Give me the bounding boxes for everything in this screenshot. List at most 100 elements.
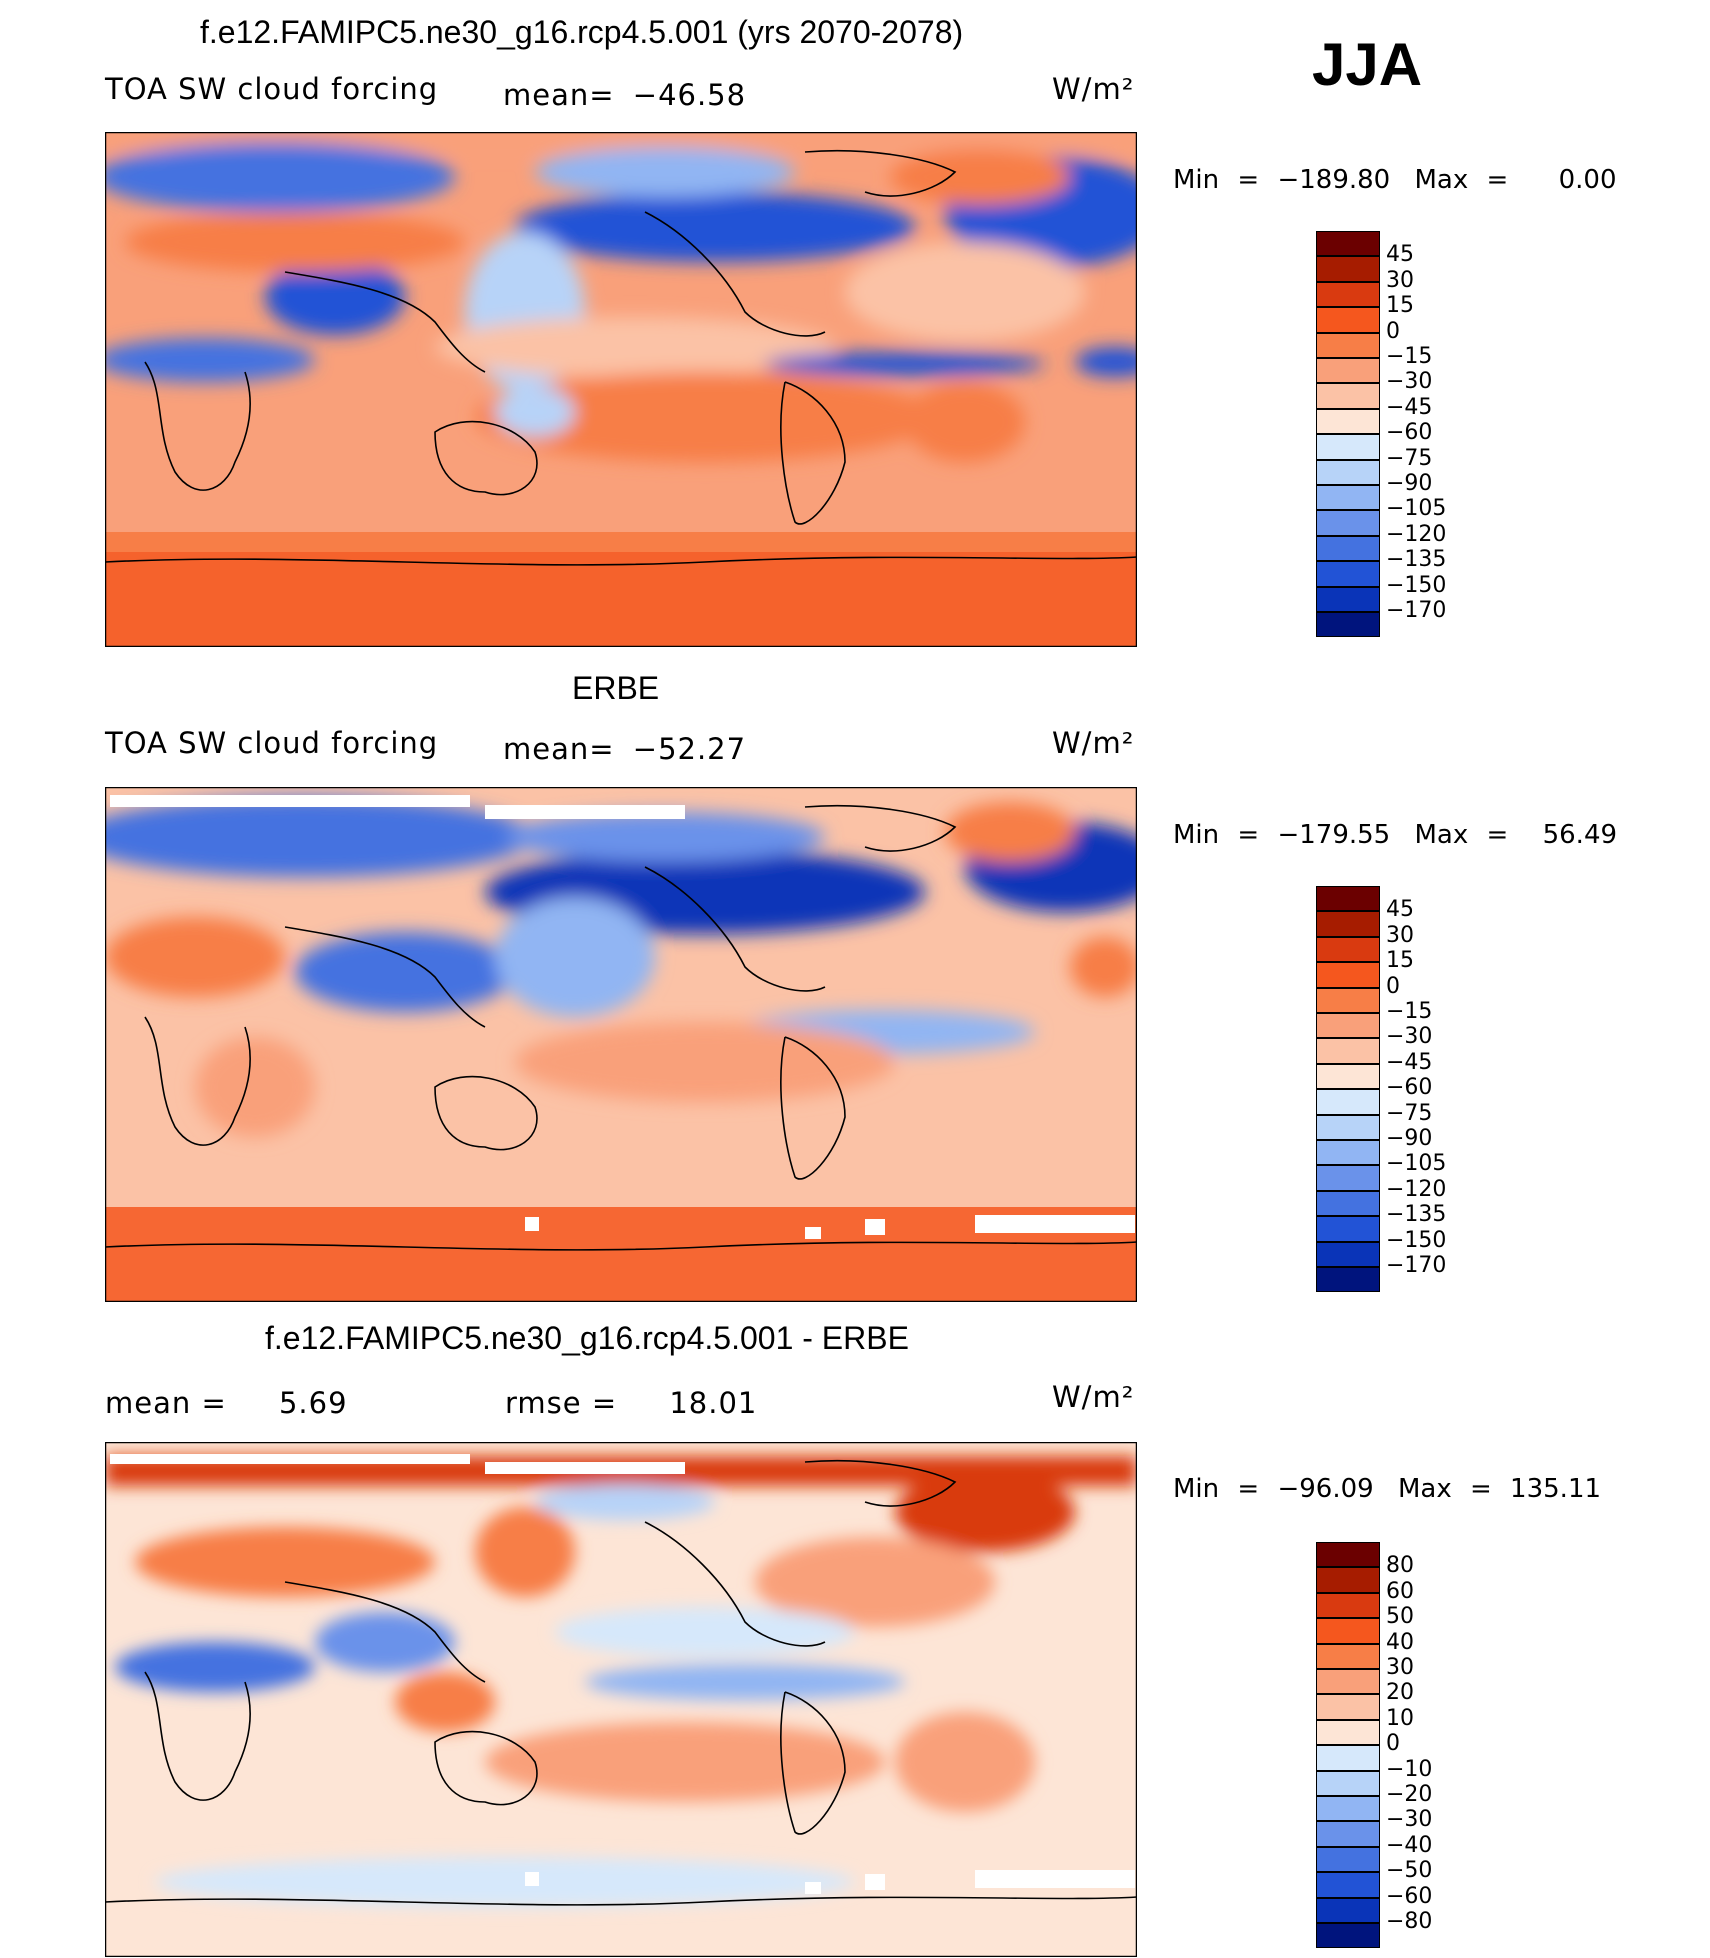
panel3-max-value: 135.11	[1510, 1474, 1602, 1504]
colorbar-swatch	[1316, 231, 1380, 257]
colorbar-tick-label: −150	[1386, 572, 1447, 598]
colorbar-swatch	[1316, 1694, 1380, 1720]
panel3-min-value: −96.09	[1277, 1474, 1374, 1504]
colorbar-swatch	[1316, 1216, 1380, 1242]
colorbar-swatch	[1316, 886, 1380, 912]
colorbar-tick-label: −40	[1386, 1832, 1433, 1858]
panel3-mean-value: 5.69	[278, 1386, 348, 1420]
colorbar-tick-label: −90	[1386, 471, 1433, 496]
colorbar-tick-label: −120	[1386, 1176, 1447, 1202]
colorbar-tick-label: 50	[1386, 1604, 1414, 1630]
colorbar-swatch	[1316, 332, 1380, 358]
colorbar-swatch	[1316, 510, 1380, 536]
colorbar-tick-label: −30	[1386, 1024, 1433, 1050]
colorbar-swatch	[1316, 256, 1380, 282]
panel1-max-value: 0.00	[1558, 165, 1617, 195]
colorbar-tick-label: 30	[1386, 1655, 1414, 1680]
colorbar-tick-label: 40	[1386, 1629, 1414, 1655]
colorbar-tick-label: −60	[1386, 420, 1433, 446]
colorbar-swatch	[1316, 911, 1380, 937]
colorbar-tick-label: 15	[1386, 948, 1414, 974]
panel3-min-label: Min	[1173, 1474, 1220, 1504]
colorbar-swatch	[1316, 1872, 1380, 1898]
panel3-rmse-value: 18.01	[669, 1386, 758, 1420]
panel3-units: W/m²	[1052, 1380, 1135, 1414]
colorbar-swatch	[1316, 1923, 1380, 1949]
panel2-max-value: 56.49	[1542, 820, 1618, 850]
panel2-mean-label: mean=	[503, 732, 615, 766]
colorbar-tick-label: 45	[1386, 897, 1414, 923]
panel2-min-value: −179.55	[1277, 820, 1391, 850]
panel2-minmax: Min = −179.55 Max = 56.49	[1173, 820, 1618, 850]
colorbar-tick-label: −90	[1386, 1126, 1433, 1151]
panel3-rmse-label: rmse =	[505, 1386, 618, 1420]
season-label: JJA	[1312, 31, 1423, 98]
panel2-variable: TOA SW cloud forcing	[105, 726, 439, 760]
colorbar-tick-label: −135	[1386, 1202, 1447, 1228]
colorbar-swatch	[1316, 1190, 1380, 1217]
colorbar-tick-label: −75	[1386, 445, 1433, 471]
colorbar-tick-label: −170	[1386, 598, 1447, 623]
panel2-title: ERBE	[572, 670, 660, 706]
colorbar-tick-label: −45	[1386, 1049, 1433, 1075]
colorbar-swatch	[1316, 1241, 1380, 1267]
panel3-mean-label: mean =	[105, 1386, 227, 1420]
colorbar-tick-label: −10	[1386, 1756, 1433, 1782]
colorbar-tick-label: 30	[1386, 922, 1414, 948]
panel2-map	[105, 787, 1137, 1302]
colorbar-swatch	[1316, 383, 1380, 409]
colorbar-tick-label: −15	[1386, 999, 1433, 1024]
panel1-colorbar	[1316, 231, 1380, 638]
colorbar-swatch	[1316, 1140, 1380, 1166]
colorbar-swatch	[1316, 1089, 1380, 1115]
panel1-map	[105, 132, 1137, 647]
colorbar-tick-label: −30	[1386, 1807, 1433, 1833]
panel3-minmax: Min = −96.09 Max = 135.11	[1173, 1474, 1602, 1504]
colorbar-swatch	[1316, 1038, 1380, 1064]
panel3-max-label: Max	[1397, 1474, 1452, 1504]
colorbar-tick-label: −105	[1386, 496, 1447, 522]
colorbar-swatch	[1316, 987, 1380, 1013]
panel2-colorbar	[1316, 886, 1380, 1293]
colorbar-tick-label: −50	[1386, 1858, 1433, 1884]
panel3-colorbar	[1316, 1542, 1380, 1949]
colorbar-swatch	[1316, 612, 1380, 638]
colorbar-tick-label: −170	[1386, 1253, 1447, 1278]
colorbar-tick-label: 20	[1386, 1680, 1414, 1706]
colorbar-swatch	[1316, 1846, 1380, 1873]
colorbar-tick-label: 30	[1386, 267, 1414, 293]
panel1-variable: TOA SW cloud forcing	[105, 72, 439, 106]
colorbar-tick-label: 0	[1386, 318, 1400, 344]
panel1-min-value: −189.80	[1277, 165, 1391, 195]
colorbar-tick-label: 15	[1386, 293, 1414, 319]
colorbar-swatch	[1316, 459, 1380, 485]
colorbar-swatch	[1316, 535, 1380, 562]
colorbar-tick-label: 80	[1386, 1553, 1414, 1579]
colorbar-swatch	[1316, 1669, 1380, 1695]
colorbar-swatch	[1316, 1897, 1380, 1923]
colorbar-swatch	[1316, 485, 1380, 511]
colorbar-swatch	[1316, 307, 1380, 333]
colorbar-swatch	[1316, 1592, 1380, 1619]
panel2-max-label: Max	[1414, 820, 1469, 850]
colorbar-swatch	[1316, 1719, 1380, 1746]
panel2-units: W/m²	[1052, 726, 1135, 760]
panel2-mean-value: −52.27	[632, 732, 747, 766]
colorbar-swatch	[1316, 281, 1380, 308]
colorbar-tick-label: 0	[1386, 973, 1400, 999]
panel1-title: f.e12.FAMIPC5.ne30_g16.rcp4.5.001 (yrs 2…	[200, 14, 964, 50]
colorbar-swatch	[1316, 1770, 1380, 1796]
panel1-max-label: Max	[1414, 165, 1469, 195]
panel1-min-label: Min	[1173, 165, 1220, 195]
colorbar-tick-label: −120	[1386, 521, 1447, 547]
colorbar-tick-label: −150	[1386, 1227, 1447, 1253]
colorbar-swatch	[1316, 1114, 1380, 1140]
panel2-mean: mean= −52.27	[503, 732, 746, 766]
colorbar-tick-label: 45	[1386, 242, 1414, 268]
colorbar-swatch	[1316, 1796, 1380, 1822]
colorbar-tick-label: −80	[1386, 1909, 1433, 1934]
colorbar-swatch	[1316, 1165, 1380, 1191]
panel1-mean: mean= −46.58	[503, 78, 746, 112]
panel3-map	[105, 1442, 1137, 1957]
colorbar-swatch	[1316, 1643, 1380, 1669]
